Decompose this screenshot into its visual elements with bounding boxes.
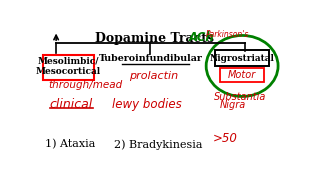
Text: >50: >50 [212, 132, 237, 145]
Text: Tuberoinfundibular: Tuberoinfundibular [99, 54, 202, 63]
Text: ACh: ACh [189, 31, 214, 44]
Text: Dopamine Tracts: Dopamine Tracts [95, 32, 213, 45]
Text: 1) Ataxia: 1) Ataxia [45, 139, 95, 149]
Text: Substantia: Substantia [214, 92, 266, 102]
Text: 2) Bradykinesia: 2) Bradykinesia [115, 139, 203, 150]
Text: Parkinson's: Parkinson's [206, 30, 250, 39]
Text: Nigra: Nigra [220, 100, 246, 111]
Text: clinical: clinical [50, 98, 93, 111]
Text: prolactin: prolactin [129, 71, 179, 81]
Text: Motor: Motor [228, 70, 256, 80]
Text: Mesolimbic/
Mesocortical: Mesolimbic/ Mesocortical [36, 56, 101, 76]
Text: through/mead: through/mead [49, 80, 123, 90]
Text: lewy bodies: lewy bodies [112, 98, 182, 111]
Text: Nigrostriatal: Nigrostriatal [210, 54, 275, 63]
